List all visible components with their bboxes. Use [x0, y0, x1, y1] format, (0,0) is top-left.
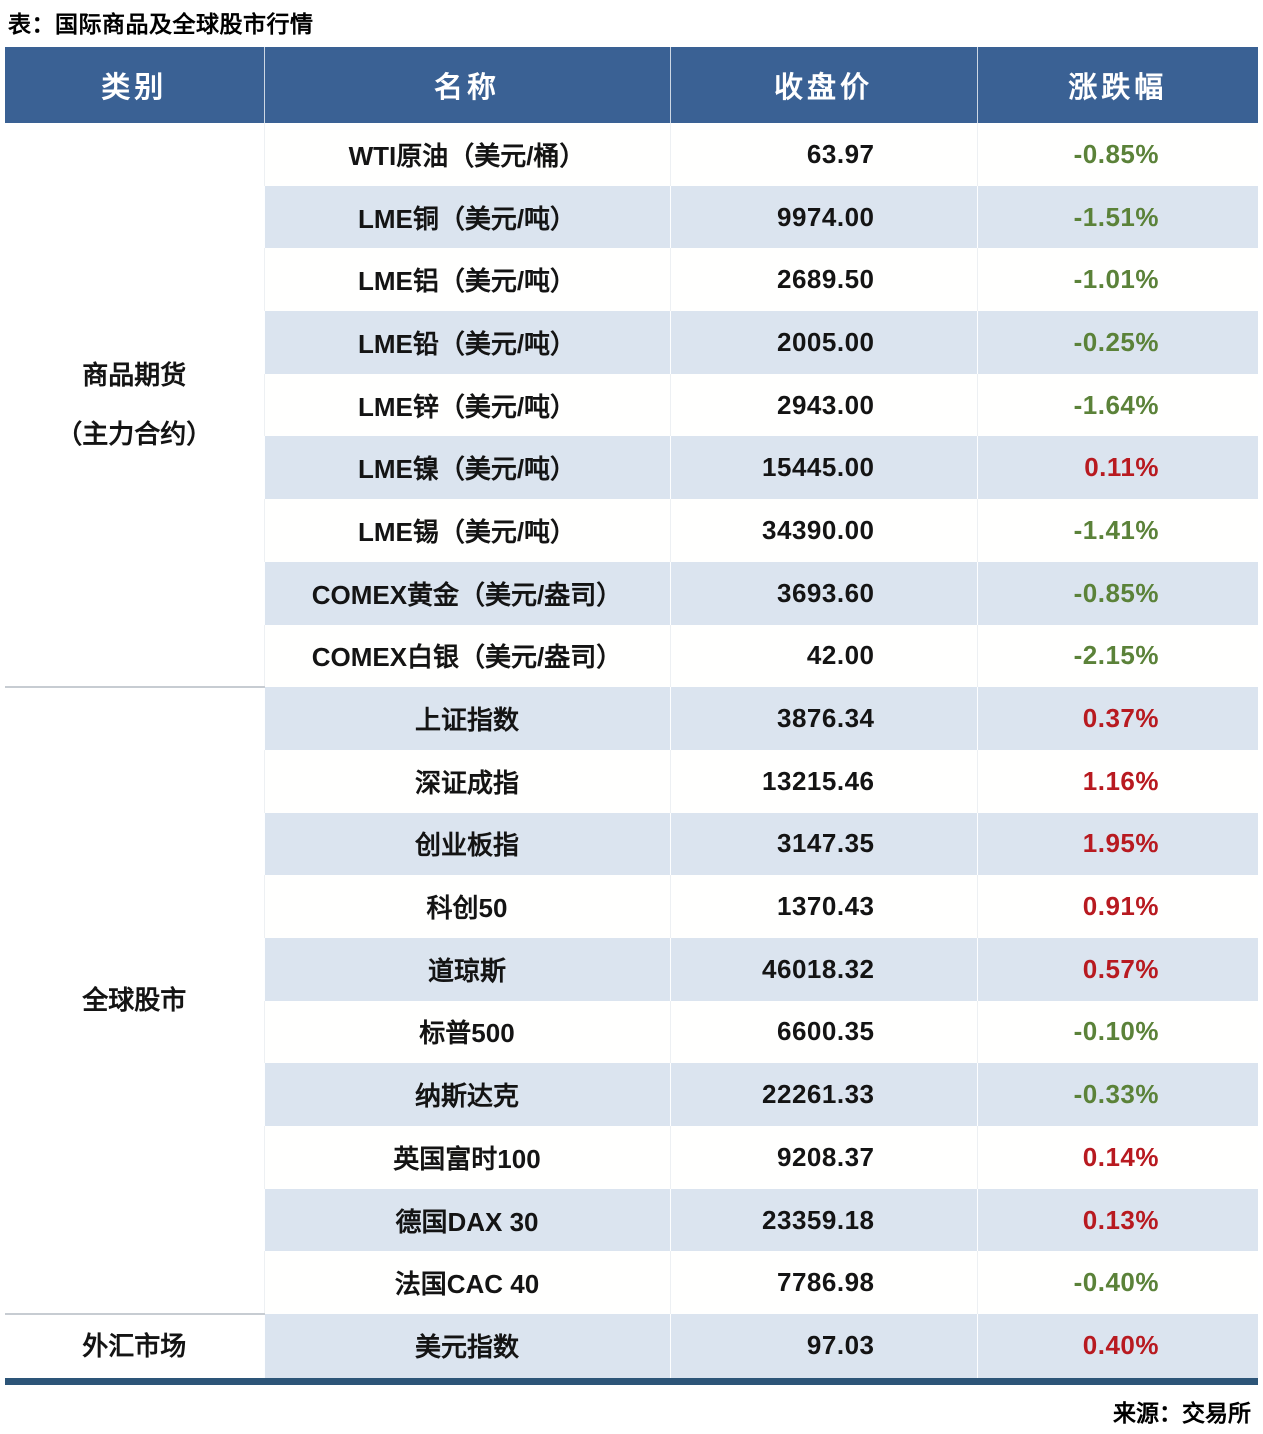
- close-cell: 34390.00: [669, 499, 977, 562]
- close-cell: 2689.50: [669, 248, 977, 312]
- name-cell: LME铝（美元/吨）: [263, 248, 670, 312]
- table-row: 深证成指 13215.46 1.16%: [5, 749, 1258, 813]
- col-header-name: 名称: [263, 47, 670, 123]
- table-row: COMEX白银（美元/盎司） 42.00 -2.15%: [5, 624, 1258, 688]
- name-cell: COMEX黄金（美元/盎司）: [263, 561, 670, 625]
- change-cell: 0.13%: [976, 1188, 1258, 1252]
- category-line: （主力合约）: [56, 418, 213, 449]
- header-row: 类别 名称 收盘价 涨跌幅: [5, 47, 1258, 123]
- change-cell: -0.25%: [976, 311, 1258, 374]
- category-line: 全球股市: [82, 985, 187, 1016]
- category-line: 外汇市场: [82, 1331, 187, 1362]
- change-cell: 0.11%: [976, 436, 1258, 500]
- change-cell: -0.33%: [976, 1063, 1258, 1126]
- table-row: LME锡（美元/吨） 34390.00 -1.41%: [5, 499, 1258, 562]
- table-row: 全球股市 上证指数 3876.34 0.37%: [5, 686, 1258, 1315]
- quotes-table: 类别 名称 收盘价 涨跌幅 商品期货 （主力合约） WTI原油（美元/桶） 63.97…: [5, 47, 1258, 1385]
- change-cell: -0.40%: [976, 1251, 1258, 1315]
- table-row: 创业板指 3147.35 1.95%: [5, 812, 1258, 876]
- close-cell: 15445.00: [669, 436, 977, 500]
- close-cell: 3147.35: [669, 812, 977, 876]
- col-header-close: 收盘价: [669, 47, 977, 123]
- close-cell: 6600.35: [669, 1000, 977, 1064]
- change-cell: -1.64%: [976, 373, 1258, 437]
- name-cell: WTI原油（美元/桶）: [263, 123, 670, 186]
- change-cell: -0.10%: [976, 1000, 1258, 1064]
- table-title: 表：国际商品及全球股市行情: [8, 11, 314, 37]
- category-cell: 全球股市: [5, 686, 264, 1315]
- table-body: 商品期货 （主力合约） WTI原油（美元/桶） 63.97 -0.85% LME铜（美元/…: [5, 123, 1258, 1382]
- change-cell: 1.95%: [976, 812, 1258, 876]
- category-cell: 外汇市场: [5, 1313, 264, 1382]
- source-note: 来源：交易所: [1113, 1399, 1251, 1426]
- table-row: 外汇市场 美元指数 97.03 0.40%: [5, 1313, 1258, 1382]
- col-header-change: 涨跌幅: [976, 47, 1258, 123]
- table-row: 商品期货 （主力合约） WTI原油（美元/桶） 63.97 -0.85%: [5, 123, 1258, 688]
- name-cell: LME铅（美元/吨）: [263, 311, 670, 374]
- name-cell: 道琼斯: [263, 937, 670, 1001]
- name-cell: 科创50: [263, 875, 670, 938]
- close-cell: 23359.18: [669, 1188, 977, 1252]
- table-row: 道琼斯 46018.32 0.57%: [5, 937, 1258, 1001]
- close-cell: 63.97: [669, 123, 977, 186]
- change-cell: -0.85%: [976, 561, 1258, 625]
- change-cell: -1.51%: [976, 185, 1258, 249]
- close-cell: 46018.32: [669, 937, 977, 1001]
- name-cell: LME铜（美元/吨）: [263, 185, 670, 249]
- name-cell: 创业板指: [263, 812, 670, 876]
- name-cell: LME镍（美元/吨）: [263, 436, 670, 500]
- change-cell: -1.01%: [976, 248, 1258, 312]
- change-cell: -1.41%: [976, 499, 1258, 562]
- name-cell: 美元指数: [263, 1314, 670, 1382]
- table-row: LME镍（美元/吨） 15445.00 0.11%: [5, 436, 1258, 500]
- close-cell: 13215.46: [669, 749, 977, 813]
- table-row: 标普500 6600.35 -0.10%: [5, 1000, 1258, 1064]
- close-cell: 22261.33: [669, 1063, 977, 1126]
- change-cell: -2.15%: [976, 624, 1258, 688]
- change-cell: 0.40%: [976, 1314, 1258, 1382]
- category-line: 商品期货: [82, 360, 187, 391]
- change-cell: 1.16%: [976, 749, 1258, 813]
- close-cell: 7786.98: [669, 1251, 977, 1315]
- close-cell: 42.00: [669, 624, 977, 688]
- change-cell: 0.14%: [976, 1126, 1258, 1189]
- close-cell: 97.03: [669, 1314, 977, 1382]
- name-cell: 英国富时100: [263, 1126, 670, 1189]
- name-cell: 上证指数: [263, 687, 670, 750]
- table-row: 科创50 1370.43 0.91%: [5, 875, 1258, 938]
- table-row: LME铜（美元/吨） 9974.00 -1.51%: [5, 185, 1258, 249]
- table-row: 法国CAC 40 7786.98 -0.40%: [5, 1251, 1258, 1315]
- category-cell: 商品期货 （主力合约）: [5, 123, 264, 688]
- change-cell: -0.85%: [976, 123, 1258, 186]
- table-row: LME铝（美元/吨） 2689.50 -1.01%: [5, 248, 1258, 312]
- close-cell: 2005.00: [669, 311, 977, 374]
- table-row: 德国DAX 30 23359.18 0.13%: [5, 1188, 1258, 1252]
- col-header-category: 类别: [5, 47, 264, 123]
- close-cell: 2943.00: [669, 373, 977, 437]
- change-cell: 0.37%: [976, 687, 1258, 750]
- table-row: COMEX黄金（美元/盎司） 3693.60 -0.85%: [5, 561, 1258, 625]
- close-cell: 9974.00: [669, 185, 977, 249]
- name-cell: 纳斯达克: [263, 1063, 670, 1126]
- change-cell: 0.57%: [976, 937, 1258, 1001]
- close-cell: 9208.37: [669, 1126, 977, 1189]
- name-cell: LME锌（美元/吨）: [263, 373, 670, 437]
- table-row: LME铅（美元/吨） 2005.00 -0.25%: [5, 311, 1258, 374]
- name-cell: 德国DAX 30: [263, 1188, 670, 1252]
- name-cell: 法国CAC 40: [263, 1251, 670, 1315]
- table-row: 英国富时100 9208.37 0.14%: [5, 1126, 1258, 1189]
- close-cell: 3876.34: [669, 687, 977, 750]
- name-cell: LME锡（美元/吨）: [263, 499, 670, 562]
- change-cell: 0.91%: [976, 875, 1258, 938]
- name-cell: 标普500: [263, 1000, 670, 1064]
- close-cell: 3693.60: [669, 561, 977, 625]
- table-row: LME锌（美元/吨） 2943.00 -1.64%: [5, 373, 1258, 437]
- close-cell: 1370.43: [669, 875, 977, 938]
- table-row: 纳斯达克 22261.33 -0.33%: [5, 1063, 1258, 1126]
- name-cell: 深证成指: [263, 749, 670, 813]
- name-cell: COMEX白银（美元/盎司）: [263, 624, 670, 688]
